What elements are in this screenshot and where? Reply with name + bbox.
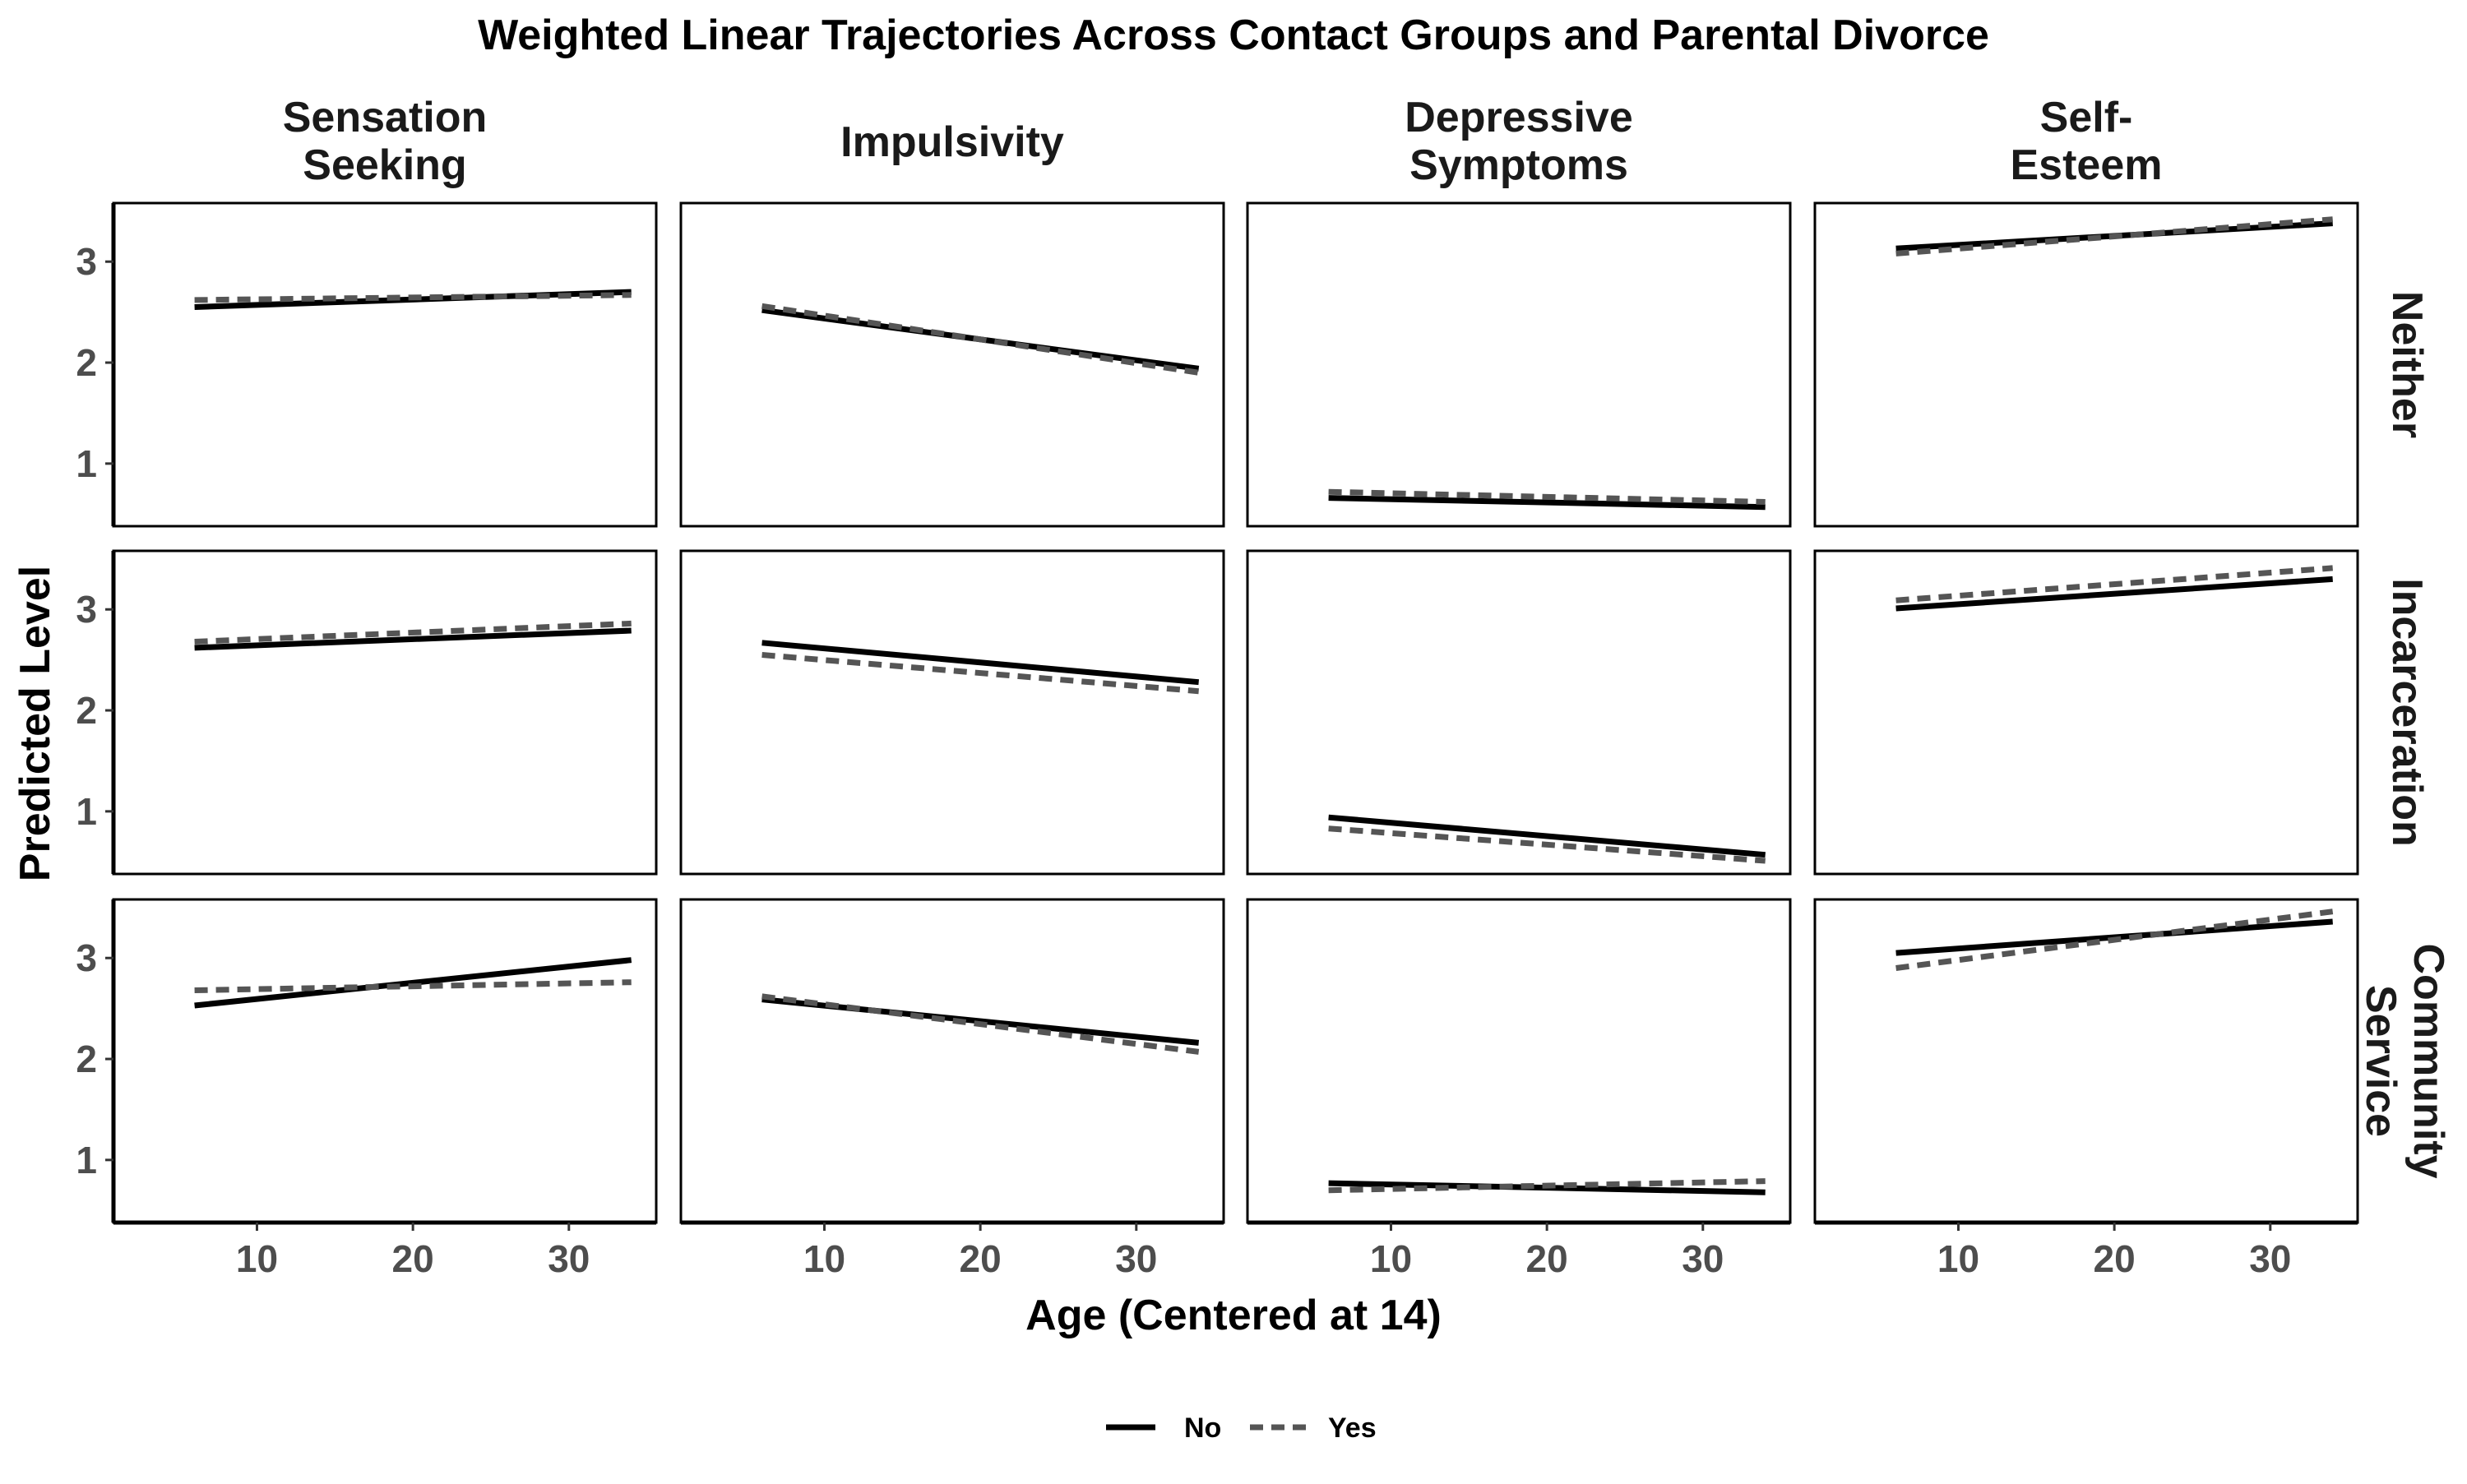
facet-panel	[112, 201, 658, 528]
facet-panel	[1813, 201, 2359, 528]
x-axis-title: Age (Centered at 14)	[1025, 1292, 1442, 1339]
series-line-no	[194, 627, 632, 651]
column-strip-label: Esteem	[2011, 141, 2163, 189]
series-line-no	[761, 640, 1200, 686]
legend-label-no: No	[1184, 1412, 1221, 1444]
panel-border	[679, 201, 1225, 528]
facet-panel	[1246, 549, 1792, 876]
y-tick-label: 3	[76, 936, 97, 979]
facet-panel	[112, 898, 658, 1224]
series-line-no	[1895, 576, 2333, 612]
chart-title: Weighted Linear Trajectories Across Cont…	[478, 12, 1989, 59]
panel-border	[112, 898, 658, 1224]
y-tick-label: 3	[76, 240, 97, 283]
series-line-yes	[194, 620, 632, 645]
series-line-yes	[1895, 565, 2333, 603]
y-tick-label: 2	[76, 689, 97, 732]
x-tick-label: 10	[1370, 1237, 1412, 1280]
series-line-yes	[1328, 825, 1766, 864]
facet-panel	[1813, 898, 2359, 1224]
facet-panel	[679, 201, 1225, 528]
column-strip-label: Depressive	[1405, 94, 1633, 141]
panel-border	[112, 549, 658, 876]
facet-panel	[679, 898, 1225, 1224]
series-line-no	[1328, 495, 1766, 511]
y-tick-label: 3	[76, 588, 97, 631]
facet-panel	[1246, 201, 1792, 528]
row-strip-label: Incarceration	[2383, 578, 2431, 847]
y-tick-label: 1	[76, 790, 97, 833]
panel-border	[1813, 898, 2359, 1224]
x-tick-label: 30	[548, 1237, 590, 1280]
x-tick-label: 30	[1115, 1237, 1157, 1280]
facet-panel	[1246, 898, 1792, 1224]
series-line-yes	[761, 652, 1199, 695]
x-tick-label: 20	[960, 1237, 1002, 1280]
series-line-yes	[761, 993, 1200, 1055]
column-strip-label: Seeking	[303, 141, 466, 189]
x-tick-label: 10	[1937, 1237, 1979, 1280]
x-tick-label: 20	[2094, 1237, 2136, 1280]
x-tick-label: 20	[1526, 1237, 1568, 1280]
x-tick-label: 10	[236, 1237, 278, 1280]
panel-border	[1813, 201, 2359, 528]
panel-border	[1813, 549, 2359, 876]
column-strip-label: Symptoms	[1409, 141, 1628, 189]
facet-panel	[1813, 549, 2359, 876]
row-strip-label: Service	[2357, 985, 2405, 1137]
y-axis-title: Predicted Level	[12, 566, 59, 881]
y-tick-label: 1	[76, 1139, 97, 1181]
series-line-yes	[194, 979, 632, 993]
x-tick-label: 30	[1682, 1237, 1724, 1280]
series-line-yes	[1895, 908, 2334, 971]
series-line-yes	[1895, 216, 2333, 257]
legend: No Yes	[1106, 1412, 1377, 1444]
series-line-yes	[1328, 1178, 1766, 1194]
series-line-no	[1328, 814, 1766, 858]
x-tick-label: 10	[803, 1237, 845, 1280]
facet-panel	[112, 549, 658, 876]
y-tick-label: 2	[76, 341, 97, 384]
legend-label-yes: Yes	[1328, 1412, 1377, 1444]
column-strip-label: Self-	[2040, 94, 2133, 141]
panel-border	[1246, 549, 1792, 876]
panel-border	[679, 898, 1225, 1224]
row-strip-label: Community	[2405, 944, 2452, 1179]
panel-border	[112, 201, 658, 528]
column-strip-label: Impulsivity	[840, 118, 1064, 166]
x-tick-label: 20	[392, 1237, 434, 1280]
column-strip-label: Sensation	[283, 94, 488, 141]
facet-panel	[679, 549, 1225, 876]
series-line-yes	[1328, 488, 1766, 505]
panel-border	[1246, 201, 1792, 528]
y-tick-label: 2	[76, 1038, 97, 1080]
series-line-yes	[761, 303, 1200, 376]
x-tick-label: 30	[2249, 1237, 2291, 1280]
y-tick-label: 1	[76, 442, 97, 485]
series-line-yes	[194, 292, 632, 303]
panel-border	[1246, 898, 1792, 1224]
panel-border	[679, 549, 1225, 876]
row-strip-label: Neither	[2383, 291, 2431, 438]
series-line-no	[194, 957, 632, 1009]
